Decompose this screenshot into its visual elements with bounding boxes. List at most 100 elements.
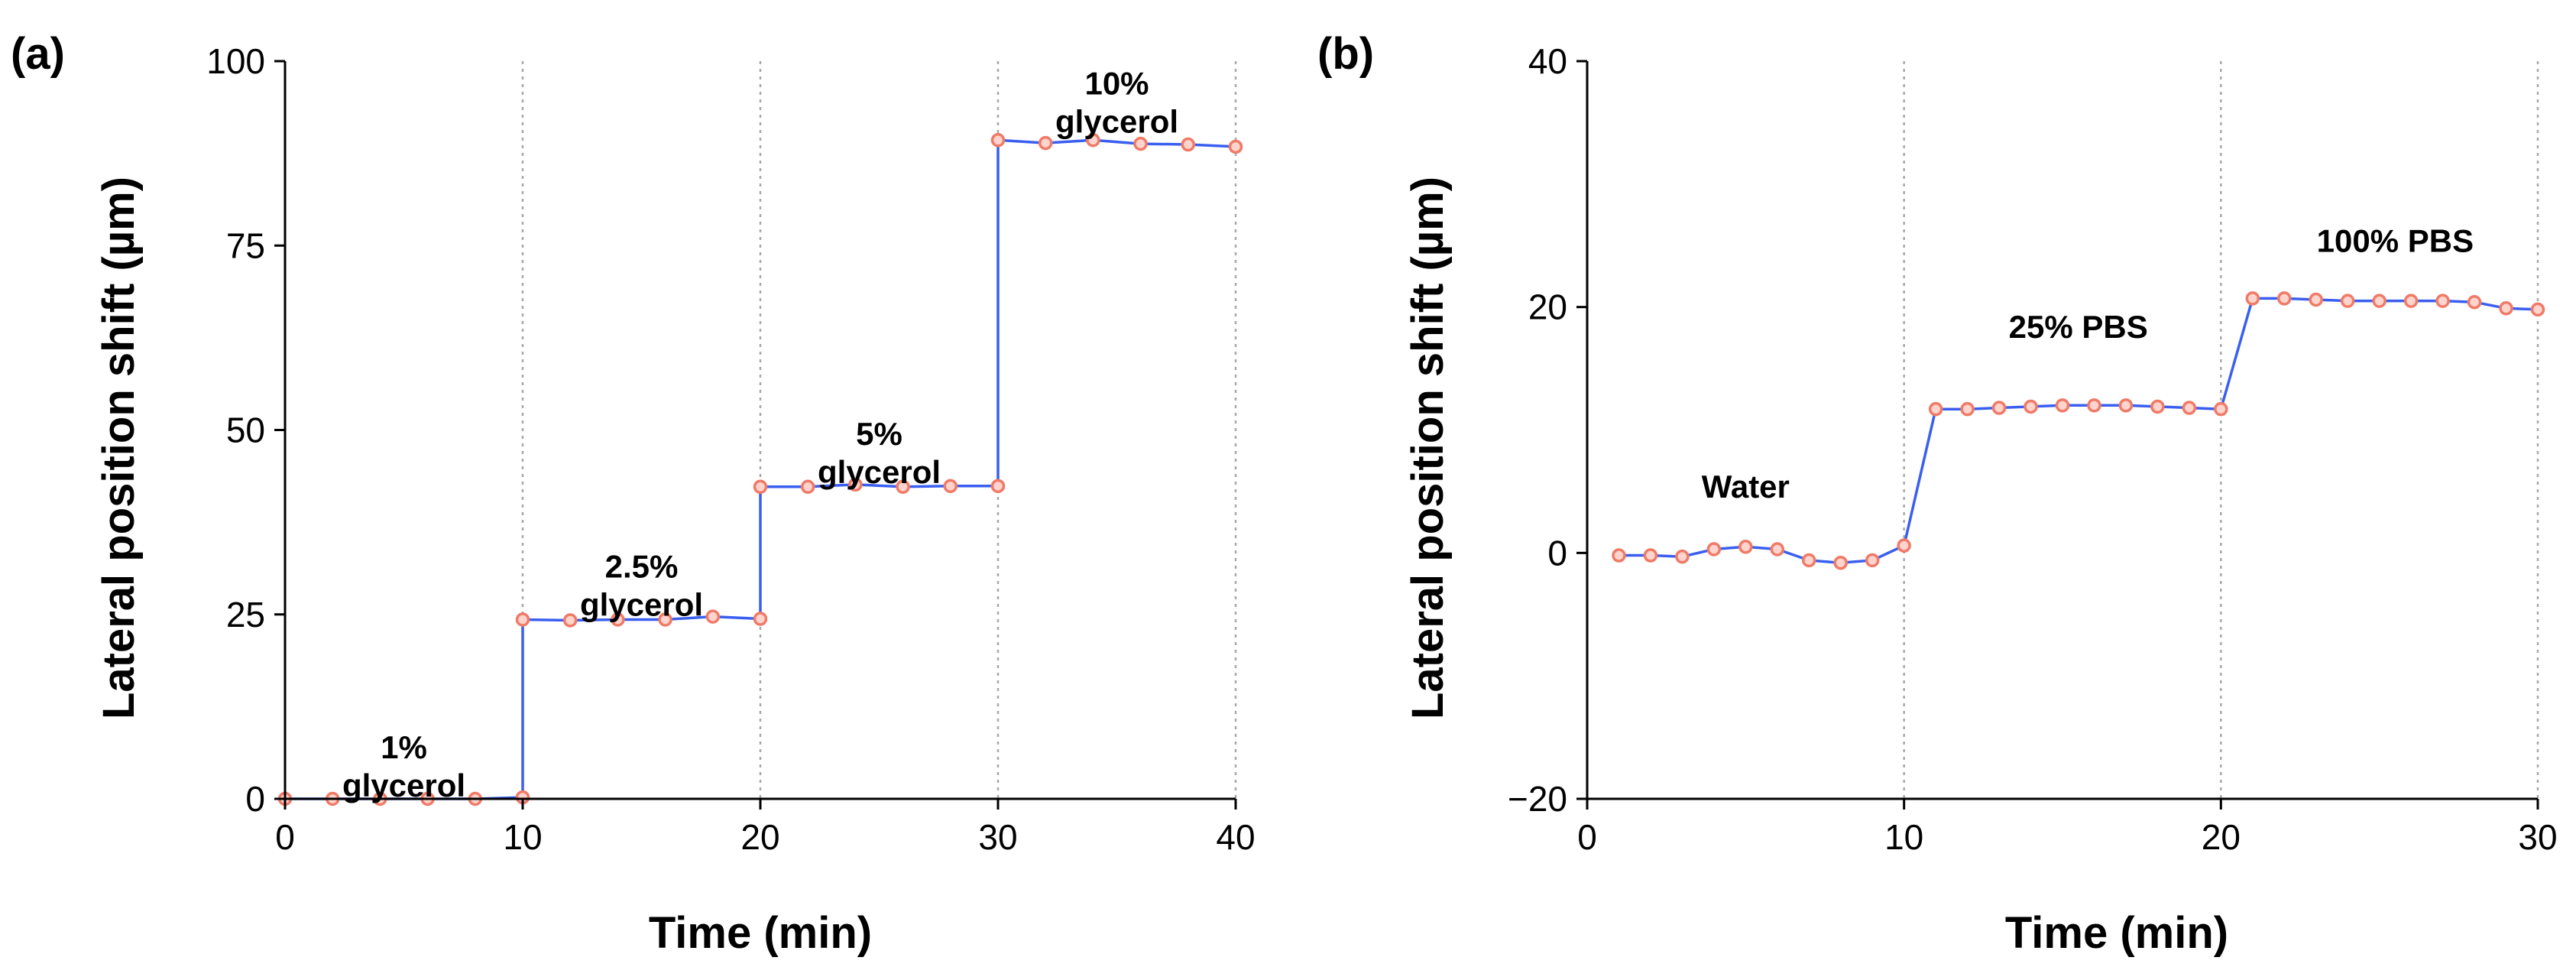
data-point	[1738, 540, 1753, 554]
data-point	[611, 612, 625, 627]
axes-a: 0 25 50 75 100 0 10 20 30 40	[206, 41, 1255, 857]
data-point	[1643, 548, 1658, 563]
annotation-label: 5% glycerol	[818, 416, 941, 490]
data-point	[1612, 548, 1626, 563]
annotation-label: 100% PBS	[2317, 222, 2474, 258]
annotation-line: 100% PBS	[2317, 222, 2474, 258]
data-point	[2467, 294, 2482, 310]
x-tick-label: 10	[1884, 817, 1923, 857]
data-point	[753, 612, 768, 626]
data-point	[1086, 133, 1100, 148]
x-tick-label: 0	[1577, 817, 1597, 857]
annotation-label: 2.5% glycerol	[580, 549, 703, 623]
x-axis-title-b: Time (min)	[2005, 908, 2228, 958]
series-b	[1612, 291, 2545, 570]
data-point	[990, 479, 1006, 494]
data-point	[1133, 136, 1148, 151]
x-tick-label: 30	[2518, 817, 2557, 857]
annotation-line: glycerol	[1055, 103, 1178, 139]
y-tick-label: 50	[226, 410, 265, 450]
data-point	[2214, 401, 2228, 417]
data-point	[2087, 398, 2101, 413]
data-point	[1181, 137, 1196, 152]
y-tick-label: 25	[226, 595, 265, 634]
data-point	[1991, 401, 2007, 415]
data-point	[990, 133, 1006, 148]
data-point	[2309, 292, 2323, 307]
data-point	[943, 479, 958, 494]
y-tick-label: 75	[226, 226, 265, 265]
annotation-label: 10% glycerol	[1055, 65, 1178, 139]
data-point	[753, 479, 768, 495]
data-point	[1038, 135, 1053, 151]
data-point	[2499, 301, 2513, 316]
x-tick-label: 40	[1216, 817, 1255, 857]
data-point	[2024, 399, 2038, 414]
data-point	[1897, 538, 1911, 553]
x-tick-label: 20	[740, 817, 779, 857]
y-tick-label: 0	[1547, 533, 1567, 573]
annotations-b: Water 25% PBS 100% PBS	[1702, 222, 2474, 505]
annotation-label: 1% glycerol	[342, 729, 465, 803]
x-tick-label: 20	[2202, 817, 2241, 857]
annotation-label: Water	[1702, 469, 1790, 505]
x-tick-label: 0	[275, 817, 295, 857]
panel-label-a: (a)	[11, 29, 65, 79]
data-point	[896, 479, 910, 495]
data-point	[848, 477, 863, 492]
data-point	[2245, 291, 2260, 306]
data-point	[2403, 294, 2419, 308]
x-tick-label: 10	[503, 817, 542, 857]
data-point	[515, 612, 530, 627]
x-tick-label: 30	[978, 817, 1017, 857]
data-point	[800, 479, 815, 495]
data-point	[2277, 291, 2292, 306]
data-point	[2182, 401, 2197, 415]
data-point	[1833, 555, 1848, 570]
data-point	[1928, 401, 1943, 417]
annotation-line: glycerol	[342, 767, 465, 803]
annotation-line: 25% PBS	[2009, 309, 2148, 345]
series-a	[277, 133, 1243, 806]
data-point	[658, 612, 672, 627]
data-point	[2055, 398, 2070, 413]
annotation-line: glycerol	[580, 587, 703, 623]
data-point	[2150, 399, 2165, 414]
data-point	[1865, 553, 1880, 568]
data-point	[1960, 401, 1975, 417]
data-point	[2372, 294, 2386, 308]
grid-b	[1903, 61, 2539, 799]
annotation-line: 2.5%	[605, 549, 679, 585]
x-axis-title-a: Time (min)	[649, 908, 872, 958]
annotation-label: 25% PBS	[2009, 309, 2148, 345]
y-tick-label: 100	[206, 41, 265, 81]
annotation-line: Water	[1702, 469, 1790, 505]
data-point	[562, 613, 578, 628]
data-point	[1706, 542, 1722, 557]
data-point	[705, 609, 721, 624]
y-tick-label: −20	[1508, 779, 1567, 819]
data-point	[2530, 302, 2545, 317]
annotation-line: 1%	[381, 729, 427, 765]
y-tick-label: 20	[1528, 287, 1567, 327]
y-tick-label: 40	[1528, 41, 1567, 81]
y-tick-label: 0	[245, 779, 265, 819]
annotation-line: 10%	[1084, 65, 1149, 101]
y-axis-title-a: Lateral position shift (µm)	[94, 177, 144, 719]
data-point	[1228, 139, 1243, 154]
annotation-line: 5%	[856, 416, 902, 452]
panel-label-b: (b)	[1317, 29, 1374, 79]
data-point	[2435, 294, 2450, 308]
data-point	[2340, 294, 2355, 308]
data-point	[1802, 553, 1816, 568]
annotation-line: glycerol	[818, 454, 941, 490]
data-point	[2118, 398, 2134, 413]
data-point	[1675, 549, 1690, 564]
data-point	[1770, 542, 1785, 557]
y-axis-title-b: Lateral position shift (µm)	[1403, 177, 1453, 719]
